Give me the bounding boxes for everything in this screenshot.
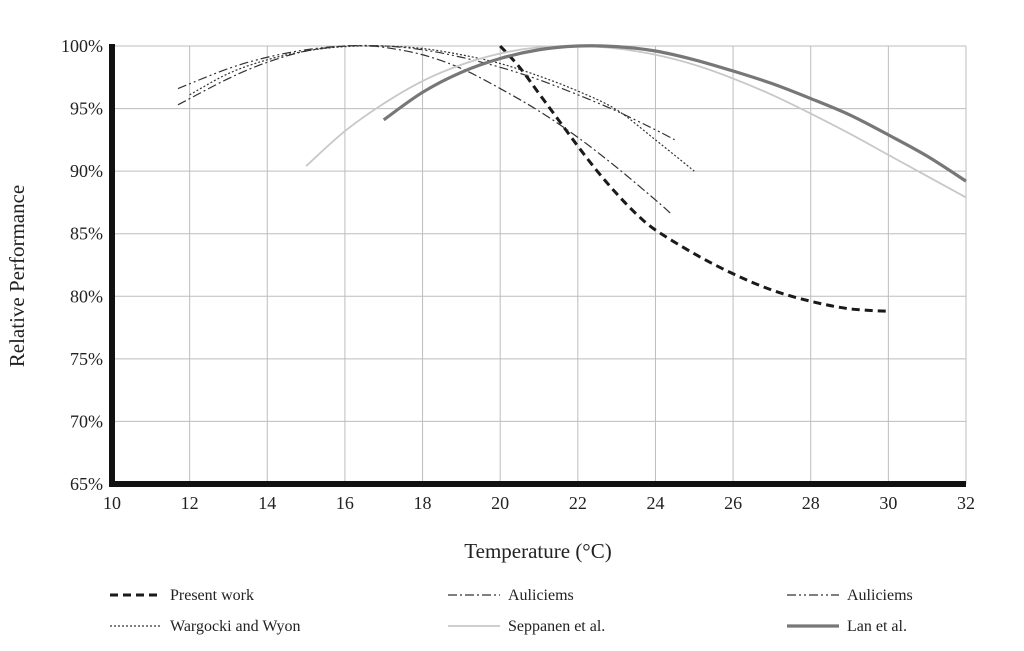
series-line-1 xyxy=(499,44,889,313)
y-tick-label: 85% xyxy=(70,224,103,244)
x-tick-label: 18 xyxy=(414,493,432,513)
x-tick-label: 26 xyxy=(724,493,742,513)
x-tick-label: 12 xyxy=(181,493,199,513)
legend-label-2: Auliciems xyxy=(508,587,574,604)
x-tick-label: 24 xyxy=(646,493,664,513)
x-tick-label: 14 xyxy=(258,493,276,513)
axes xyxy=(109,44,966,487)
legend-label-5: Seppanen et al. xyxy=(508,618,605,635)
legend-label-1: Present work xyxy=(170,587,254,604)
y-tick-label: 95% xyxy=(70,99,103,119)
series-line-2 xyxy=(177,44,672,215)
x-tick-labels: 10 12 14 16 18 20 22 24 26 28 30 32 xyxy=(103,493,975,513)
x-tick-label: 32 xyxy=(957,493,975,513)
series-line-5 xyxy=(305,45,967,199)
x-axis-title: Temperature (°C) xyxy=(464,539,611,563)
x-tick-label: 22 xyxy=(569,493,587,513)
x-tick-label: 30 xyxy=(879,493,897,513)
x-tick-label: 16 xyxy=(336,493,354,513)
series-line-6 xyxy=(382,44,967,183)
legend: Present work Auliciems Auliciems Wargocki a… xyxy=(110,587,913,635)
y-tick-label: 75% xyxy=(70,349,103,369)
y-axis-title: Relative Performance xyxy=(5,185,29,368)
y-tick-label: 100% xyxy=(61,36,103,56)
x-tick-label: 10 xyxy=(103,493,121,513)
y-tick-label: 70% xyxy=(70,411,103,431)
y-tick-labels: 65% 70% 75% 80% 85% 90% 95% 100% xyxy=(61,36,103,494)
y-tick-label: 65% xyxy=(70,474,103,494)
y-tick-label: 90% xyxy=(70,161,103,181)
x-tick-label: 20 xyxy=(491,493,509,513)
legend-label-4: Wargocki and Wyon xyxy=(170,618,300,635)
series-lines xyxy=(177,44,967,313)
legend-label-3: Auliciems xyxy=(847,587,913,604)
series-line-4 xyxy=(189,45,695,172)
legend-label-6: Lan et al. xyxy=(847,618,907,635)
series-line-3 xyxy=(177,44,676,141)
x-tick-label: 28 xyxy=(802,493,820,513)
y-tick-label: 80% xyxy=(70,286,103,306)
